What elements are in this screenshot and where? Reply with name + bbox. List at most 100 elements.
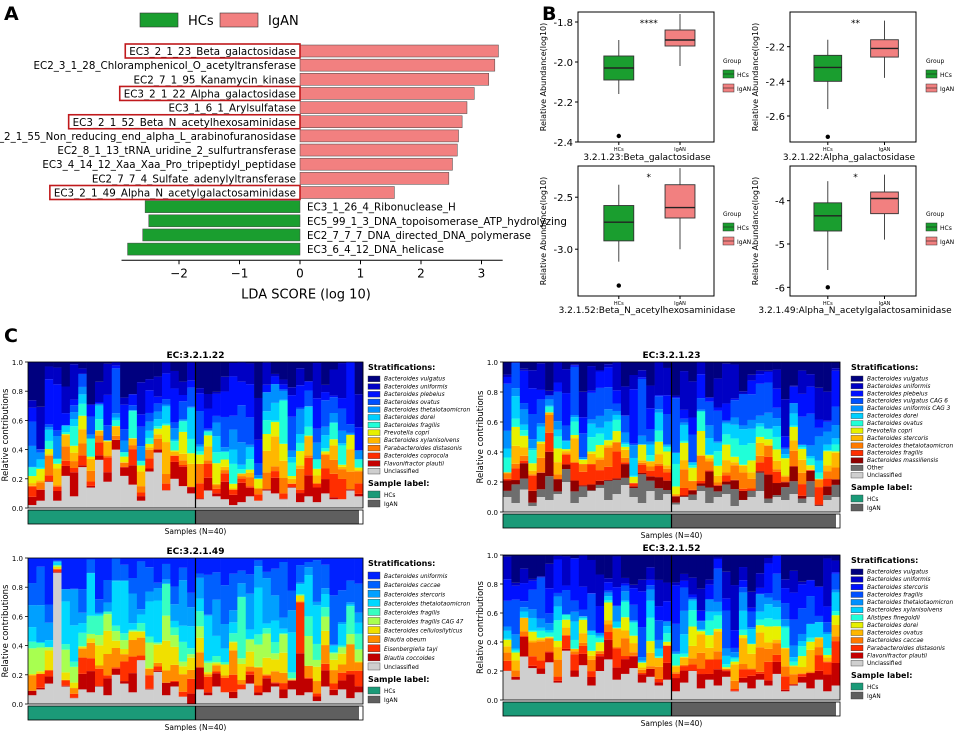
stack-segment [187, 648, 196, 655]
stack-segment-unclassified [254, 500, 263, 508]
stack-segment [570, 417, 580, 422]
stack-segment [162, 373, 171, 400]
x-tick-label: −1 [231, 266, 249, 280]
legend-label: Prevotella copri [384, 431, 430, 437]
stack-segment [312, 459, 322, 469]
stack-segment [287, 679, 297, 681]
sample-strip-hcs [28, 510, 196, 524]
stack-segment [789, 385, 799, 387]
stack-segment [287, 632, 297, 673]
stack-segment [536, 423, 546, 427]
stack-segment [620, 449, 630, 458]
stack-segment [578, 459, 588, 460]
stack-segment [612, 410, 622, 415]
stack-segment [705, 471, 714, 488]
stack-segment [570, 651, 580, 655]
stack-segment [570, 555, 580, 559]
stack-segment [136, 460, 146, 462]
stack-segment-unclassified [78, 467, 87, 508]
stack-segment [688, 489, 698, 491]
stack-segment [654, 656, 664, 658]
stack-segment [764, 371, 773, 383]
lda-bar-label: EC3_4_14_12_Xaa_Xaa_Pro_tripeptidyl_pept… [42, 159, 296, 171]
legend-swatch [367, 599, 381, 607]
stack-segment [722, 664, 731, 668]
stack-segment-unclassified [229, 698, 238, 704]
stack-segment [187, 626, 196, 649]
stack-segment [663, 480, 672, 490]
stack-segment [722, 460, 731, 473]
stack-segment [528, 388, 537, 415]
stack-segment [663, 465, 672, 469]
stack-segment [797, 646, 807, 657]
stack-segment [279, 561, 288, 618]
stack-segment [536, 426, 546, 442]
stack-segment [806, 596, 816, 624]
stack-segment [831, 641, 841, 663]
y-tick-label: -3.0 [553, 245, 573, 256]
stack-segment [595, 370, 605, 372]
stack-segment [44, 650, 54, 671]
stack-segment [86, 573, 96, 616]
stack-segment-unclassified [738, 500, 748, 512]
stack-segment [831, 406, 841, 426]
stack-segment [536, 555, 546, 577]
stack-segment [254, 644, 263, 667]
stack-segment [620, 659, 630, 674]
stack-segment [772, 661, 782, 674]
stack-segment [287, 486, 297, 488]
sample-label-heading: Sample label: [368, 479, 429, 488]
stack-segment-unclassified [95, 459, 104, 508]
stack-segment-unclassified [671, 691, 681, 700]
stack-segment [713, 651, 723, 660]
stack-segment [95, 558, 104, 600]
stack-segment [595, 459, 605, 471]
stack-segment [629, 643, 639, 653]
stack-segment [637, 460, 647, 463]
stack-segment [570, 438, 580, 463]
stack-segment [28, 605, 37, 628]
stack-segment [220, 451, 230, 452]
stack-segment [620, 591, 630, 601]
stack-segment [61, 649, 71, 673]
stack-segment [270, 642, 280, 654]
stack-segment [187, 669, 196, 679]
stack-segment [187, 654, 196, 658]
stack-segment [53, 362, 62, 368]
stack-segment [713, 611, 723, 616]
stack-segment [170, 558, 180, 587]
stack-segment [545, 555, 554, 564]
stack-segment [654, 639, 664, 649]
stack-segment [162, 425, 171, 443]
lda-bar-label: EC2_7_7_7_DNA_directed_DNA_polymerase [307, 230, 531, 242]
stack-segment [831, 555, 841, 561]
stack-segment [578, 555, 588, 587]
stack-segment [120, 362, 129, 398]
stack-segment [145, 362, 154, 380]
stack-segment [696, 634, 706, 653]
stack-segment [220, 677, 230, 693]
y-tick-label: -4 [775, 197, 785, 208]
stack-segment [536, 668, 546, 674]
stack-segment [178, 641, 188, 662]
stack-segment [178, 567, 188, 581]
stack-segment [170, 428, 180, 440]
stack-segment [528, 642, 537, 657]
stack-segment [519, 617, 529, 632]
stack-segment [528, 463, 537, 471]
stack-segment [136, 558, 146, 562]
x-axis-label: LDA SCORE (log 10) [241, 287, 371, 302]
stack-segment [53, 568, 62, 570]
stack-segment [103, 579, 113, 603]
stack-segment [553, 596, 563, 607]
stack-segment [570, 558, 580, 601]
stack-segment [612, 414, 622, 420]
stack-segment [713, 557, 723, 559]
stack-segment [28, 483, 37, 486]
stack-segment [195, 454, 205, 464]
lda-bar-label: EC2_3_1_28_Chloramphenicol_O_acetyltrans… [34, 60, 296, 72]
stack-segment [772, 471, 782, 484]
stack-segment [722, 420, 731, 422]
box-outlier [616, 133, 621, 139]
